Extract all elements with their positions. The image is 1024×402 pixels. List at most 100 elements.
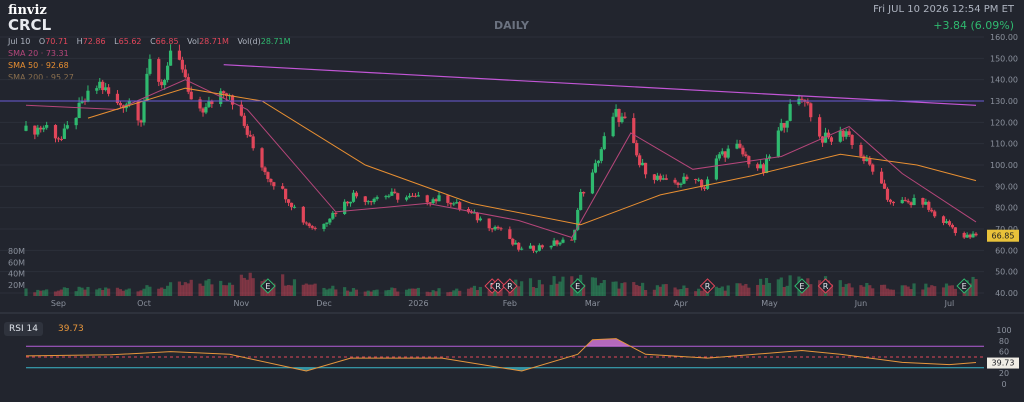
volume-bar [325, 289, 329, 296]
volume-bar [499, 285, 503, 296]
candle-body [561, 239, 565, 243]
ohlc-readout: Jul 10 O70.71 H72.86 L65.62 C66.85 Vol28… [8, 37, 297, 46]
candle-body [974, 233, 978, 236]
candle-body [700, 179, 704, 188]
timeframe-label[interactable]: DAILY [494, 19, 529, 32]
candle-body [396, 193, 400, 200]
candle-body [944, 221, 949, 223]
volume-bar [343, 287, 347, 296]
date-tick-label: Apr [674, 299, 689, 308]
volume-bar [310, 284, 314, 296]
volume-bar [98, 288, 102, 296]
volume-bar [540, 284, 544, 296]
candle-body [198, 99, 202, 109]
event-marker-2 [490, 278, 506, 294]
candle-body [348, 201, 353, 204]
volume-bar [520, 281, 524, 296]
rsi-label[interactable]: RSI 14 [4, 322, 43, 336]
volume-bar [534, 287, 539, 296]
candle-body [868, 158, 872, 165]
candle-body [42, 127, 46, 130]
volume-bar [390, 287, 394, 296]
rsi-value-tag [987, 357, 1019, 369]
high-label: H [76, 37, 83, 46]
event-marker-8 [956, 278, 972, 294]
rsi-line [25, 338, 977, 372]
candle-body [747, 156, 751, 165]
volume-bar [348, 291, 353, 296]
candle-body [478, 218, 482, 221]
candlesticks [24, 44, 978, 254]
candle-body [921, 198, 925, 205]
candle-body [210, 101, 214, 105]
price-tick-label: 90.00 [995, 182, 1018, 191]
volume-bar [177, 281, 182, 296]
volume-bar [717, 287, 721, 296]
volume-bar [168, 282, 173, 296]
candle-body [528, 245, 533, 249]
candle-body [272, 182, 276, 187]
candle-body [404, 197, 409, 200]
volume-bar [372, 290, 376, 296]
sma200-legend[interactable]: SMA 200 · 95.27 [8, 73, 74, 82]
candle-body [449, 202, 453, 205]
candle-body [431, 199, 435, 204]
volume-bar [617, 288, 621, 296]
sma20-legend[interactable]: SMA 20 · 73.31 [8, 49, 69, 58]
candle-body [136, 101, 140, 121]
open-label: O [38, 37, 46, 46]
finviz-logo[interactable]: finviz [8, 3, 47, 18]
candle-body [879, 171, 884, 184]
candle-body [599, 149, 603, 161]
price-tick-label: 150.00 [990, 54, 1018, 63]
sma50-legend[interactable]: SMA 50 · 92.68 [8, 61, 69, 70]
open-value: 70.71 [45, 37, 69, 46]
volume-bar [723, 290, 727, 296]
low-label: L [114, 37, 119, 46]
volume-bar [638, 286, 642, 296]
candle-body [930, 209, 934, 212]
candle-body [941, 216, 946, 223]
volume-bar [838, 280, 842, 296]
candle-body [924, 201, 928, 205]
volume-bar [596, 285, 600, 296]
candle-body [903, 199, 907, 201]
volume-bar [369, 291, 373, 296]
candle-body [508, 229, 512, 239]
volume-bar [921, 289, 925, 296]
candle-body [723, 151, 727, 158]
volume-bar [903, 285, 907, 296]
candle-body [95, 88, 99, 91]
volume-bar [183, 282, 187, 296]
candle-body [292, 206, 297, 208]
volume-bar [437, 288, 441, 296]
candle-body [351, 192, 356, 202]
candle-body [107, 87, 111, 94]
date-tick-label: Mar [585, 299, 601, 308]
candle-body [823, 132, 828, 143]
candle-body [947, 221, 952, 225]
ohlc-high: H72.86 [77, 37, 106, 46]
candle-body [390, 191, 394, 196]
candle-body [882, 183, 887, 189]
volume-bar [301, 284, 305, 296]
volume-bar [74, 291, 78, 296]
candle-body [590, 172, 595, 194]
volume-bar [452, 290, 456, 296]
candle-body [623, 116, 627, 119]
candle-body [885, 188, 890, 200]
volume-tick-label: 40M [8, 270, 25, 279]
volume-bar [115, 287, 120, 296]
candle-body [183, 69, 187, 78]
candle-body [157, 59, 161, 82]
price-tick-label: 60.00 [995, 246, 1018, 255]
date-tick-label: Jun [854, 299, 868, 308]
sma20-label: SMA 20 [8, 49, 39, 58]
volume-bar [573, 285, 577, 296]
volume-bar [458, 290, 462, 296]
volume-bar [555, 283, 559, 296]
volume-bar [201, 285, 205, 296]
candle-body [820, 136, 825, 143]
volume-bar [882, 284, 887, 296]
